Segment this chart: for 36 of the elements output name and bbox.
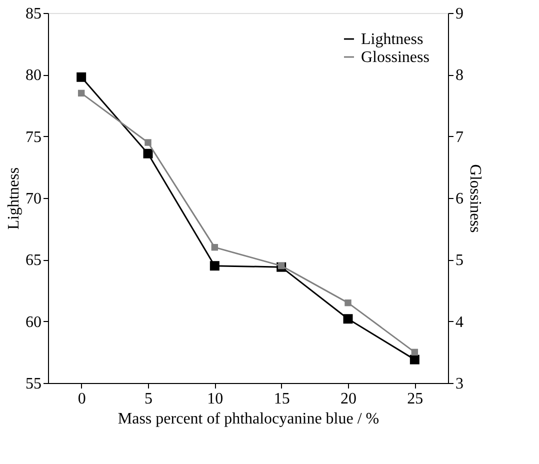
y2-tick-label: 3 <box>456 376 464 392</box>
legend-label: Glossiness <box>361 49 430 66</box>
point <box>144 139 152 146</box>
y2-tick-label: 8 <box>456 67 464 84</box>
y-tick-label: 65 <box>26 252 42 270</box>
x-tick-label: 0 <box>78 390 86 408</box>
y2-tick-label: 6 <box>456 190 464 208</box>
y2-tick-label: 7 <box>456 128 464 146</box>
y-tick-label: 70 <box>26 190 42 208</box>
point <box>411 348 418 356</box>
x-tick-label: 20 <box>340 390 356 408</box>
point <box>278 262 285 270</box>
point <box>78 90 85 97</box>
legend-label: Lightness <box>361 31 424 48</box>
point <box>211 244 218 251</box>
y-tick-label: 80 <box>26 67 42 84</box>
x-tick-label: 15 <box>274 390 290 408</box>
point <box>76 72 86 82</box>
y2-tick-label: 4 <box>456 314 464 331</box>
point <box>143 148 153 158</box>
point <box>210 261 220 271</box>
y-tick-label: 75 <box>26 128 42 146</box>
x-axis-title: Mass percent of phthalocyanine blue / % <box>118 410 380 428</box>
x-tick-label: 10 <box>207 390 224 408</box>
x-tick-label: 5 <box>144 390 152 408</box>
y-tick-label: 85 <box>26 6 42 22</box>
y2-axis-title: Glossiness <box>466 164 484 233</box>
y-tick-label: 60 <box>26 314 42 331</box>
y-tick-label: 55 <box>26 376 42 392</box>
y2-tick-label: 9 <box>456 6 464 22</box>
point <box>343 314 353 324</box>
y-axis-title: Lightness <box>6 167 22 230</box>
x-tick-label: 25 <box>407 390 424 408</box>
y2-tick-label: 5 <box>456 252 464 270</box>
point <box>344 299 352 306</box>
point <box>410 354 420 364</box>
